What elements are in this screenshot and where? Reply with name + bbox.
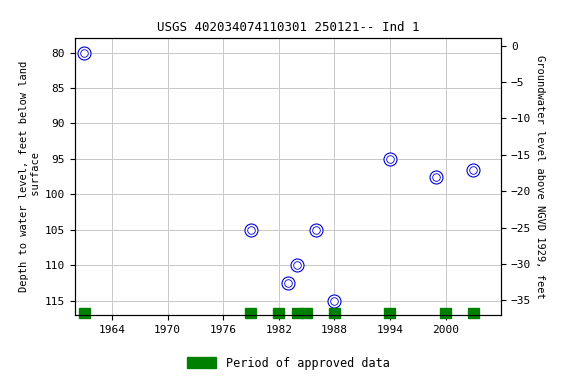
Point: [385, 156, 395, 162]
Point: [293, 262, 302, 268]
Point: [79, 50, 89, 56]
Point: [311, 227, 320, 233]
Bar: [273, 308, 285, 318]
Bar: [291, 308, 303, 318]
Point: [311, 227, 320, 233]
Point: [385, 156, 395, 162]
Y-axis label: Depth to water level, feet below land
 surface: Depth to water level, feet below land su…: [19, 61, 41, 292]
Point: [283, 280, 293, 286]
Point: [329, 298, 339, 304]
Point: [79, 50, 89, 56]
Point: [469, 167, 478, 173]
Bar: [440, 308, 451, 318]
Bar: [468, 308, 479, 318]
Point: [329, 298, 339, 304]
Bar: [78, 308, 90, 318]
Bar: [245, 308, 256, 318]
Bar: [384, 308, 396, 318]
Legend: Period of approved data: Period of approved data: [182, 352, 394, 374]
Bar: [301, 308, 312, 318]
Bar: [329, 308, 340, 318]
Point: [431, 174, 441, 180]
Point: [283, 280, 293, 286]
Point: [293, 262, 302, 268]
Y-axis label: Groundwater level above NGVD 1929, feet: Groundwater level above NGVD 1929, feet: [535, 55, 545, 298]
Point: [469, 167, 478, 173]
Title: USGS 402034074110301 250121-- Ind 1: USGS 402034074110301 250121-- Ind 1: [157, 22, 419, 35]
Point: [431, 174, 441, 180]
Point: [247, 227, 256, 233]
Point: [247, 227, 256, 233]
